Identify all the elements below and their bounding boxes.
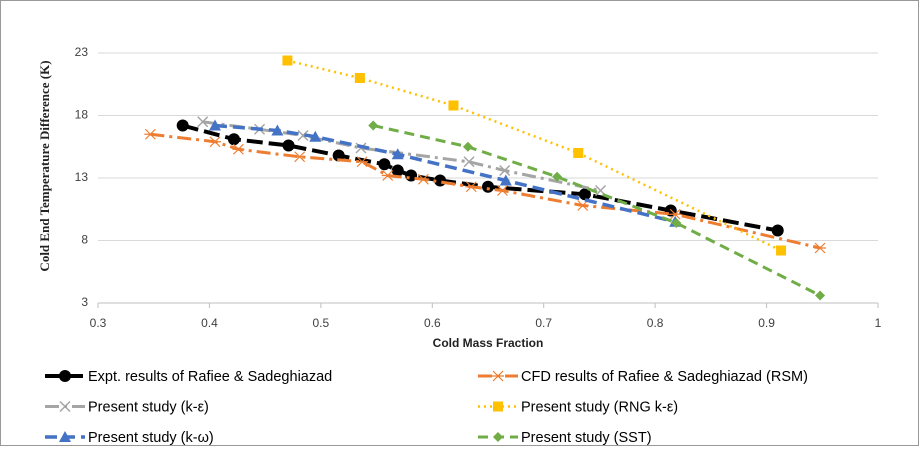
marker <box>209 136 221 148</box>
y-tick-label: 3 <box>81 295 88 309</box>
marker <box>578 188 591 201</box>
marker <box>573 148 584 158</box>
marker <box>59 400 71 413</box>
marker <box>332 149 345 162</box>
x-tick-label: 1 <box>875 316 882 330</box>
y-tick-label: 18 <box>75 108 89 122</box>
marker <box>463 156 475 168</box>
y-axis-title: Cold End Temperature Difference (K) <box>37 60 52 271</box>
marker <box>576 200 589 211</box>
series-line <box>372 124 821 297</box>
marker <box>176 119 189 132</box>
legend-label: CFD results of Rafiee & Sadeghiazad (RSM… <box>521 369 808 385</box>
series-line <box>150 132 821 250</box>
marker <box>232 143 245 155</box>
marker <box>417 173 430 185</box>
series-line <box>182 123 779 233</box>
legend: Expt. results of Rafiee & Sadeghiazad CFD… <box>45 369 808 446</box>
y-tick-label: 23 <box>75 45 89 59</box>
marker <box>552 171 563 182</box>
x-tick-label: 0.8 <box>647 316 664 330</box>
y-tick-label: 8 <box>81 233 88 247</box>
marker <box>814 242 827 254</box>
marker <box>671 218 682 228</box>
marker <box>227 133 240 146</box>
legend-label: Expt. results of Rafiee & Sadeghiazad <box>88 369 332 385</box>
marker <box>391 148 404 160</box>
marker <box>282 55 293 66</box>
marker <box>59 431 71 442</box>
marker <box>293 151 306 163</box>
marker <box>391 164 404 177</box>
x-tick-label: 0.7 <box>535 316 552 330</box>
marker <box>297 129 309 142</box>
marker <box>197 116 209 128</box>
marker <box>144 128 157 140</box>
marker <box>815 290 826 301</box>
legend-label: Present study (SST) <box>521 430 652 446</box>
marker <box>493 401 503 412</box>
marker <box>499 174 512 186</box>
marker <box>271 124 284 136</box>
marker <box>771 224 784 237</box>
marker <box>465 181 478 193</box>
marker <box>499 164 511 177</box>
legend-label: Present study (RNG k-ε) <box>521 399 678 415</box>
marker <box>309 130 322 142</box>
marker <box>354 73 365 83</box>
x-tick-label: 0.5 <box>313 316 330 330</box>
series-line <box>287 59 782 252</box>
marker <box>59 370 71 382</box>
marker <box>492 370 504 382</box>
marker <box>209 119 221 131</box>
marker <box>776 245 787 256</box>
marker <box>356 156 369 168</box>
x-tick-label: 0.6 <box>424 316 441 330</box>
marker <box>381 170 394 181</box>
marker <box>462 141 473 152</box>
x-axis-title: Cold Mass Fraction <box>433 336 544 350</box>
marker <box>493 432 503 442</box>
y-tick-label: 13 <box>75 170 89 184</box>
marker <box>378 158 391 171</box>
marker <box>669 208 682 220</box>
x-tick-label: 0.4 <box>201 316 218 330</box>
legend-label: Present study (k-ω) <box>88 430 214 446</box>
marker <box>368 120 379 131</box>
x-tick-label: 0.3 <box>90 316 107 330</box>
x-tick-label: 0.9 <box>758 316 775 330</box>
marker <box>282 139 295 152</box>
legend-label: Present study (k-ε) <box>88 399 209 415</box>
marker <box>496 185 509 196</box>
marker <box>482 180 494 193</box>
marker <box>448 100 459 111</box>
series-line <box>214 123 676 224</box>
